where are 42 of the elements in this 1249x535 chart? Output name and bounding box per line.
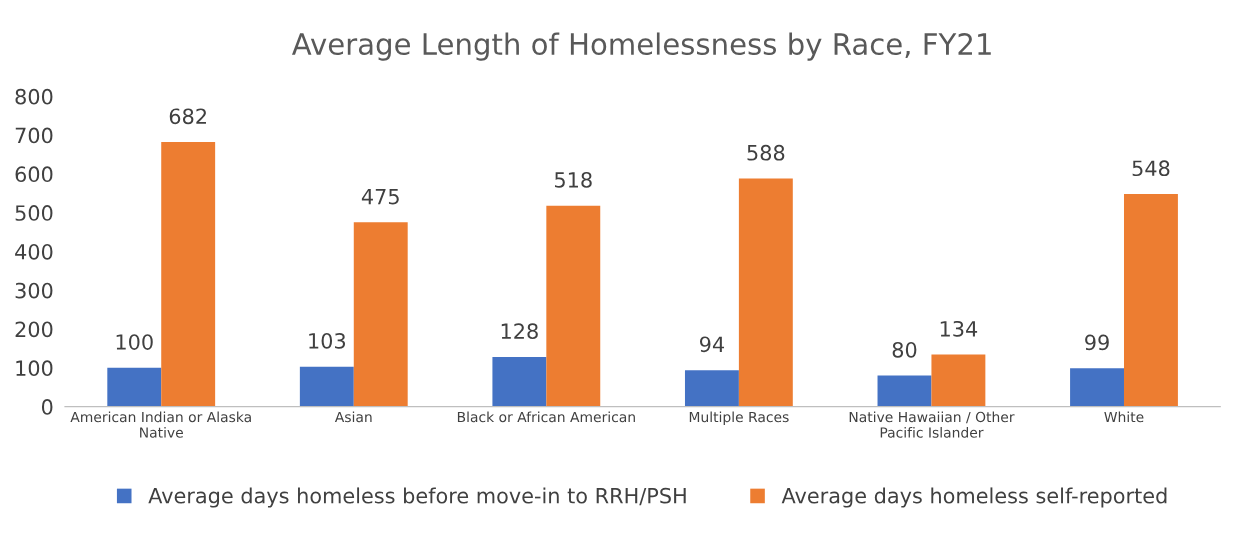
bar <box>492 356 547 407</box>
y-tick-label: 400 <box>15 243 53 260</box>
x-tick-label: White <box>1104 411 1144 423</box>
x-tick-label: Black or African American <box>457 411 635 423</box>
bar <box>1124 194 1178 407</box>
bar <box>684 370 739 407</box>
y-tick-label: 800 <box>15 88 53 105</box>
y-tick-label: 700 <box>15 127 53 144</box>
bar <box>299 366 354 407</box>
data-label: 128 <box>501 323 538 340</box>
y-tick-label: 300 <box>15 282 53 299</box>
data-label: 134 <box>940 320 978 337</box>
y-tick-label: 500 <box>15 205 53 221</box>
data-label: 548 <box>1132 160 1170 177</box>
data-label: 588 <box>747 144 785 161</box>
legend-label: Average days homeless before move-in to RRH/PSH <box>148 487 686 508</box>
chart-title: Average Length of Homelessness by Race, FY21 <box>291 32 991 61</box>
x-tick-label: Asian <box>334 411 372 423</box>
bar <box>161 142 216 407</box>
data-label: 518 <box>555 172 592 188</box>
data-label: 99 <box>1085 334 1109 351</box>
data-label: 80 <box>892 341 917 358</box>
data-label: 100 <box>116 334 153 350</box>
y-tick-label: 100 <box>16 360 53 377</box>
y-tick-label: 200 <box>15 321 53 338</box>
bar <box>738 178 793 407</box>
bar <box>931 354 986 407</box>
bar <box>546 205 601 407</box>
data-label: 475 <box>361 188 399 205</box>
y-tick-label: 600 <box>15 166 53 183</box>
legend-label: Average days homeless self-reported <box>781 487 1167 508</box>
x-tick-label: Native Hawaiian / Other Pacific Islander <box>849 411 1015 438</box>
x-tick-label: Multiple Races <box>689 411 789 425</box>
x-tick-label: American Indian or Alaska Native <box>70 411 251 438</box>
bar <box>1070 368 1124 407</box>
data-label: 682 <box>169 108 206 125</box>
y-tick-label: 0 <box>41 399 53 415</box>
data-label: 94 <box>699 336 725 353</box>
bar <box>107 367 162 407</box>
data-label: 103 <box>309 332 346 349</box>
bar <box>353 222 408 407</box>
bar <box>877 375 932 407</box>
